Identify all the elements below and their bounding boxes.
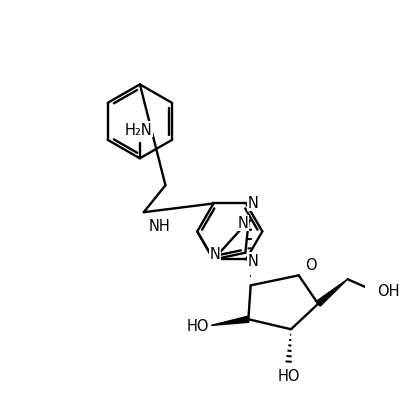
Text: N: N [247,196,258,211]
Text: N: N [209,246,220,261]
Text: O: O [304,257,316,272]
Text: OH: OH [376,283,399,299]
Text: H₂N: H₂N [124,122,152,137]
Text: NH: NH [148,218,170,233]
Text: N: N [247,253,258,268]
Text: HO: HO [277,368,299,383]
Text: HO: HO [186,318,208,333]
Polygon shape [211,317,248,326]
Polygon shape [315,279,347,306]
Text: N: N [237,216,248,231]
